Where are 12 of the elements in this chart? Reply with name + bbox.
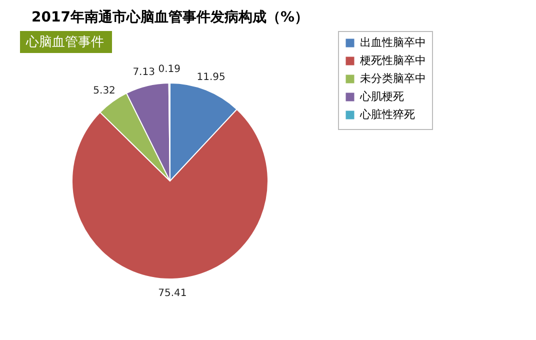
legend-label: 出血性脑卒中	[360, 36, 426, 49]
data-label: 75.41	[158, 288, 187, 299]
legend-label: 心肌梗死	[359, 90, 404, 103]
chart-title: 2017年南通市心脑血管事件发病构成（%）	[32, 8, 308, 26]
text: 心脑血管事件	[25, 34, 104, 50]
data-label: 5.32	[93, 85, 116, 96]
legend-label: 未分类脑卒中	[360, 72, 426, 85]
legend-label: 心脏性猝死	[359, 108, 415, 121]
data-label: 7.13	[132, 67, 155, 78]
data-label: 11.95	[196, 72, 226, 83]
data-label: 0.19	[158, 64, 180, 75]
legend-label: 梗死性脑卒中	[359, 54, 426, 67]
